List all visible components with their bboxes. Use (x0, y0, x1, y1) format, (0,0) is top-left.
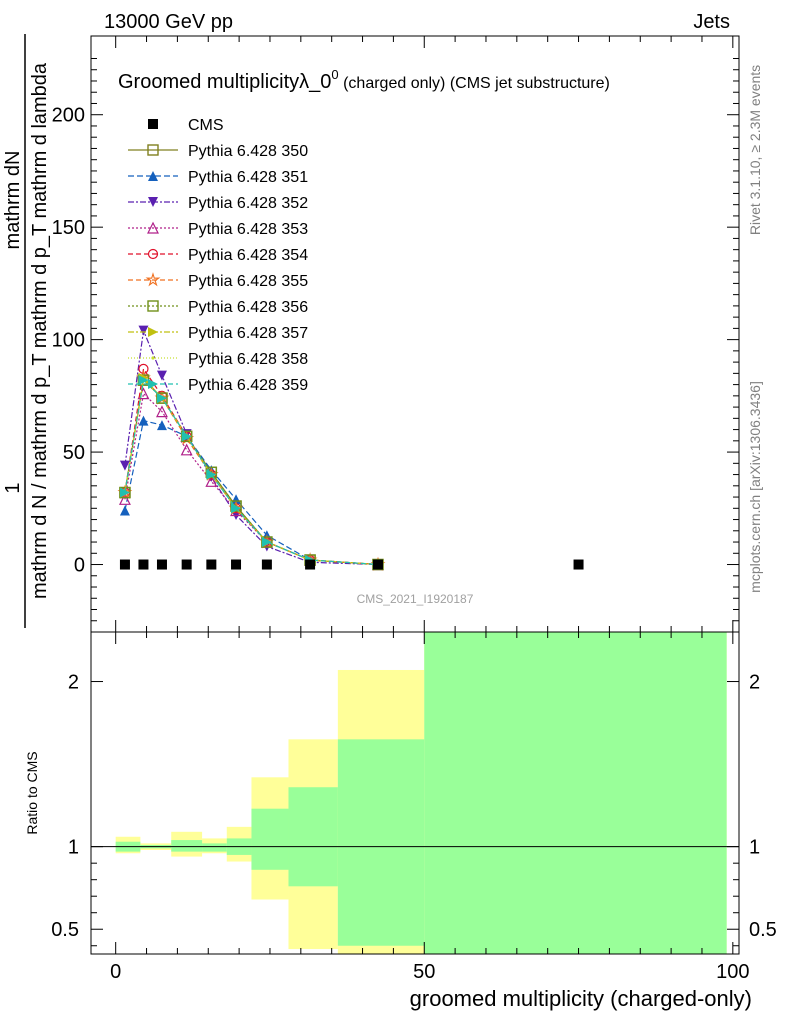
ratio-band-stat-bin (202, 843, 227, 852)
legend-marker-pythia-6-428-356 (147, 300, 159, 312)
ratio-y-tick-label-right: 0.5 (749, 919, 777, 941)
series-point-pythia-6-428-359 (181, 431, 192, 442)
ratio-y-tick-label: 2 (68, 672, 79, 694)
legend-label-pythia-6-428-358: Pythia 6.428 358 (188, 351, 308, 368)
legend: CMS Pythia 6.428 350 Pythia 6.428 351 Pythi… (128, 117, 308, 394)
ratio-y-tick-label-right: 1 (749, 837, 760, 859)
main-ylabel-denominator: mathrm d N / mathrm d p_T mathrm d p_T m… (29, 62, 51, 599)
legend-marker-pythia-6-428-355 (145, 272, 161, 287)
series-point-pythia-6-428-353 (205, 474, 218, 487)
legend-marker-pythia-6-428-359 (148, 379, 158, 389)
ratio-x-tick-label: 0 (110, 961, 121, 983)
series-point-pythia-6-428-353 (118, 492, 131, 505)
ratio-x-tick-label: 100 (716, 961, 749, 983)
main-y-tick-label: 100 (52, 330, 85, 352)
main-title-text: Groomed multiplicityλ_0 (118, 71, 331, 93)
legend-marker-cms (148, 119, 158, 129)
ratio-ylabel: Ratio to CMS (24, 751, 40, 834)
legend-label-pythia-6-428-354: Pythia 6.428 354 (188, 247, 308, 264)
ratio-xlabel: groomed multiplicity (charged-only) (410, 986, 752, 1011)
main-ylabel-dn: mathrm dN (2, 151, 24, 250)
header-category-label: Jets (693, 11, 730, 33)
series-point-pythia-6-428-359 (119, 487, 130, 498)
legend-label-pythia-6-428-350: Pythia 6.428 350 (188, 143, 308, 160)
series-point-pythia-6-428-359 (231, 503, 242, 514)
main-y-tick-label: 0 (74, 555, 85, 577)
ratio-band-stat-bin (424, 632, 727, 954)
ratio-band-stat-bin (337, 739, 425, 946)
analysis-watermark: CMS_2021_I1920187 (357, 592, 474, 606)
series-point-pythia-6-428-359 (138, 375, 149, 386)
main-ylabel-fraction-one: 1 (2, 482, 24, 493)
series-point-cms (206, 559, 217, 570)
ratio-y-tick-label-right: 2 (749, 672, 760, 694)
legend-marker-pythia-6-428-357 (148, 327, 158, 337)
series-point-cms (138, 559, 149, 570)
legend-label-pythia-6-428-359: Pythia 6.428 359 (188, 377, 308, 394)
header-process-label: 13000 GeV pp (104, 11, 233, 33)
series-point-pythia-6-428-352 (119, 460, 130, 471)
main-title-superscript: 0 (331, 67, 338, 82)
rivet-version-label: Rivet 3.1.10, ≥ 2.3M events (747, 65, 763, 235)
legend-marker-pythia-6-428-351 (148, 171, 158, 181)
series-point-cms (119, 559, 130, 570)
series-point-pythia-6-428-359 (261, 537, 272, 548)
series-point-pythia-6-428-351 (156, 420, 167, 431)
main-y-tick-label: 150 (52, 217, 85, 239)
series-line-pythia-6-428-355 (124, 376, 379, 566)
legend-marker-pythia-6-428-354 (147, 248, 159, 260)
legend-label-pythia-6-428-355: Pythia 6.428 355 (188, 273, 308, 290)
series-point-cms (181, 559, 192, 570)
series-point-cms (261, 559, 272, 570)
series-point-pythia-6-428-359 (156, 393, 167, 404)
legend-label-pythia-6-428-353: Pythia 6.428 353 (188, 221, 308, 238)
series-point-cms (305, 559, 316, 570)
main-y-tick-label: 200 (52, 105, 85, 127)
ratio-y-tick-label: 0.5 (51, 919, 79, 941)
main-axis-ticks: 0 50 100 150 200 (52, 36, 739, 632)
series-point-cms (573, 559, 584, 570)
series-point-pythia-6-428-359 (206, 469, 217, 480)
legend-marker-pythia-6-428-352 (148, 197, 158, 207)
main-title: Groomed multiplicityλ_00 (charged only) … (118, 67, 610, 93)
ratio-y-tick-label: 1 (68, 837, 79, 859)
series-point-pythia-6-428-352 (156, 370, 167, 381)
legend-marker-pythia-6-428-353 (147, 221, 159, 234)
legend-label-pythia-6-428-351: Pythia 6.428 351 (188, 169, 308, 186)
main-ylabel: 1 mathrm dN mathrm d N / mathrm d p_T ma… (2, 34, 51, 628)
series-point-cms (231, 559, 242, 570)
series-line-pythia-6-428-351 (124, 419, 379, 566)
ratio-band-stat-bin (288, 787, 338, 887)
series-point-pythia-6-428-351 (138, 415, 149, 426)
main-title-rest: (charged only) (CMS jet substructure) (339, 75, 610, 92)
main-y-tick-label: 50 (63, 442, 85, 464)
series-line-pythia-6-428-357 (124, 376, 379, 566)
series-point-pythia-6-428-353 (156, 405, 168, 418)
ratio-axis-ticks: 0.5 0.5 1 1 2 2 0 50 100 (51, 632, 777, 983)
series-point-cms (372, 559, 383, 570)
ratio-plot-frame (90, 631, 740, 955)
series-point-pythia-6-428-351 (119, 505, 130, 516)
legend-marker-pythia-6-428-358 (151, 356, 155, 360)
legend-label-pythia-6-428-352: Pythia 6.428 352 (188, 195, 308, 212)
ratio-band-stat-bin (251, 808, 289, 870)
mcplots-credit-label: mcplots.cern.ch [arXiv:1306.3436] (747, 381, 763, 593)
legend-marker-pythia-6-428-350 (147, 144, 159, 156)
ratio-band-stat-bin (171, 840, 203, 852)
legend-label-cms: CMS (188, 117, 224, 134)
ratio-band-layer (115, 632, 727, 954)
series-line-pythia-6-428-353 (124, 392, 379, 566)
ratio-x-tick-label: 50 (413, 961, 435, 983)
series-point-pythia-6-428-353 (180, 443, 193, 456)
series-point-pythia-6-428-352 (138, 325, 149, 336)
legend-label-pythia-6-428-356: Pythia 6.428 356 (188, 299, 308, 316)
legend-label-pythia-6-428-357: Pythia 6.428 357 (188, 325, 308, 342)
series-point-cms (156, 559, 167, 570)
